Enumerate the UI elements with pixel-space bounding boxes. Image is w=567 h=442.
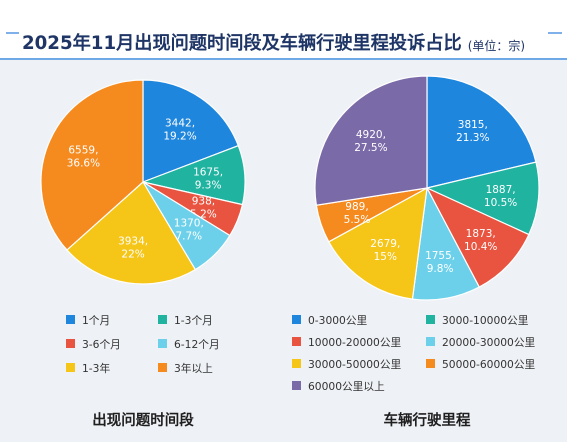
legend-label: 60000公里以上 — [308, 380, 385, 393]
slice-percent-label: 5.5% — [344, 214, 371, 226]
title-block: 2025年11月出现问题时间段及车辆行驶里程投诉占比 (单位：宗) — [22, 13, 547, 53]
slice-percent-label: 22% — [121, 249, 144, 261]
slice-value-label: 938, — [192, 196, 215, 208]
slice-value-label: 3934, — [118, 236, 148, 248]
slice-value-label: 4920, — [356, 129, 386, 141]
header-bar: 2025年11月出现问题时间段及车辆行驶里程投诉占比 (单位：宗) — [0, 0, 567, 60]
legend-label: 50000-60000公里 — [442, 358, 536, 371]
legend-swatch — [66, 339, 75, 348]
legend-swatch — [292, 315, 301, 324]
slice-percent-label: 27.5% — [354, 142, 387, 154]
legend-swatch — [292, 337, 301, 346]
pie-slice — [40, 79, 144, 251]
legend-swatch — [158, 339, 167, 348]
slice-percent-label: 10.5% — [484, 197, 517, 209]
slice-value-label: 989, — [345, 201, 368, 213]
legend-label: 1-3个月 — [174, 314, 213, 327]
title-decor-right — [548, 32, 562, 34]
legend-swatch — [66, 315, 75, 324]
slice-value-label: 6559, — [68, 144, 98, 156]
legend-swatch — [158, 363, 167, 372]
legend-swatch — [292, 359, 301, 368]
slice-percent-label: 21.3% — [456, 132, 489, 144]
legend-swatch — [158, 315, 167, 324]
pie-slice — [425, 161, 540, 236]
legend-label: 3年以上 — [174, 362, 213, 375]
legend-label: 30000-50000公里 — [308, 358, 402, 371]
page-title: 2025年11月出现问题时间段及车辆行驶里程投诉占比 — [22, 32, 462, 54]
legend-label: 1个月 — [82, 314, 110, 327]
legend-swatch — [426, 359, 435, 368]
legend-swatch — [426, 337, 435, 346]
slice-percent-label: 10.4% — [464, 241, 497, 253]
slice-value-label: 1873, — [466, 228, 496, 240]
pie-slice — [142, 79, 240, 183]
slice-value-label: 3442, — [165, 117, 195, 129]
legend-label: 6-12个月 — [174, 338, 220, 351]
pie-slice — [66, 181, 197, 285]
slice-percent-label: 19.2% — [163, 130, 196, 142]
legend-swatch — [66, 363, 75, 372]
pie-slice — [314, 75, 428, 206]
slice-percent-label: 15% — [374, 251, 397, 263]
pie-slice — [425, 186, 530, 288]
legend-label: 3000-10000公里 — [442, 314, 529, 327]
legend-label: 3-6个月 — [82, 338, 121, 351]
legend-label: 10000-20000公里 — [308, 336, 402, 349]
slice-value-label: 1370, — [174, 218, 204, 230]
slice-percent-label: 9.8% — [427, 263, 454, 275]
unit-label: (单位：宗) — [467, 39, 526, 54]
pie-slice — [426, 75, 537, 189]
slice-value-label: 3815, — [458, 119, 488, 131]
slice-percent-label: 7.7% — [175, 231, 202, 243]
slice-value-label: 1887, — [486, 184, 516, 196]
title-decor-left — [6, 32, 19, 34]
legend-label: 20000-30000公里 — [442, 336, 536, 349]
slice-value-label: 1675, — [193, 166, 223, 178]
slice-percent-label: 36.6% — [67, 157, 100, 169]
slice-value-label: 2679, — [370, 238, 400, 250]
legend-swatch — [292, 381, 301, 390]
chart-title: 出现问题时间段 — [92, 411, 194, 429]
slice-percent-label: 9.3% — [195, 179, 222, 191]
legend-1: 1个月 1-3个月 3-6个月 6-12个月 1-3年 3年以上 — [66, 314, 220, 375]
pie-chart-2: 3815,21.3% 1887,10.5% 1873,10.4% 1755,9.8% 2… — [292, 75, 540, 429]
legend-label: 0-3000公里 — [308, 314, 368, 327]
legend-swatch — [426, 315, 435, 324]
legend-2: 0-3000公里 3000-10000公里 10000-20000公里 20000-3… — [292, 314, 536, 393]
slice-value-label: 1755, — [425, 250, 455, 262]
charts-area: 3442,19.2%1675,9.3%938,5.2%1370,7.7%3934… — [40, 75, 540, 429]
pie-slice — [327, 186, 428, 300]
legend-label: 1-3年 — [82, 362, 110, 375]
pie-chart-1: 3442,19.2%1675,9.3%938,5.2%1370,7.7%3934… — [40, 79, 246, 429]
chart-title: 车辆行驶里程 — [384, 411, 471, 429]
